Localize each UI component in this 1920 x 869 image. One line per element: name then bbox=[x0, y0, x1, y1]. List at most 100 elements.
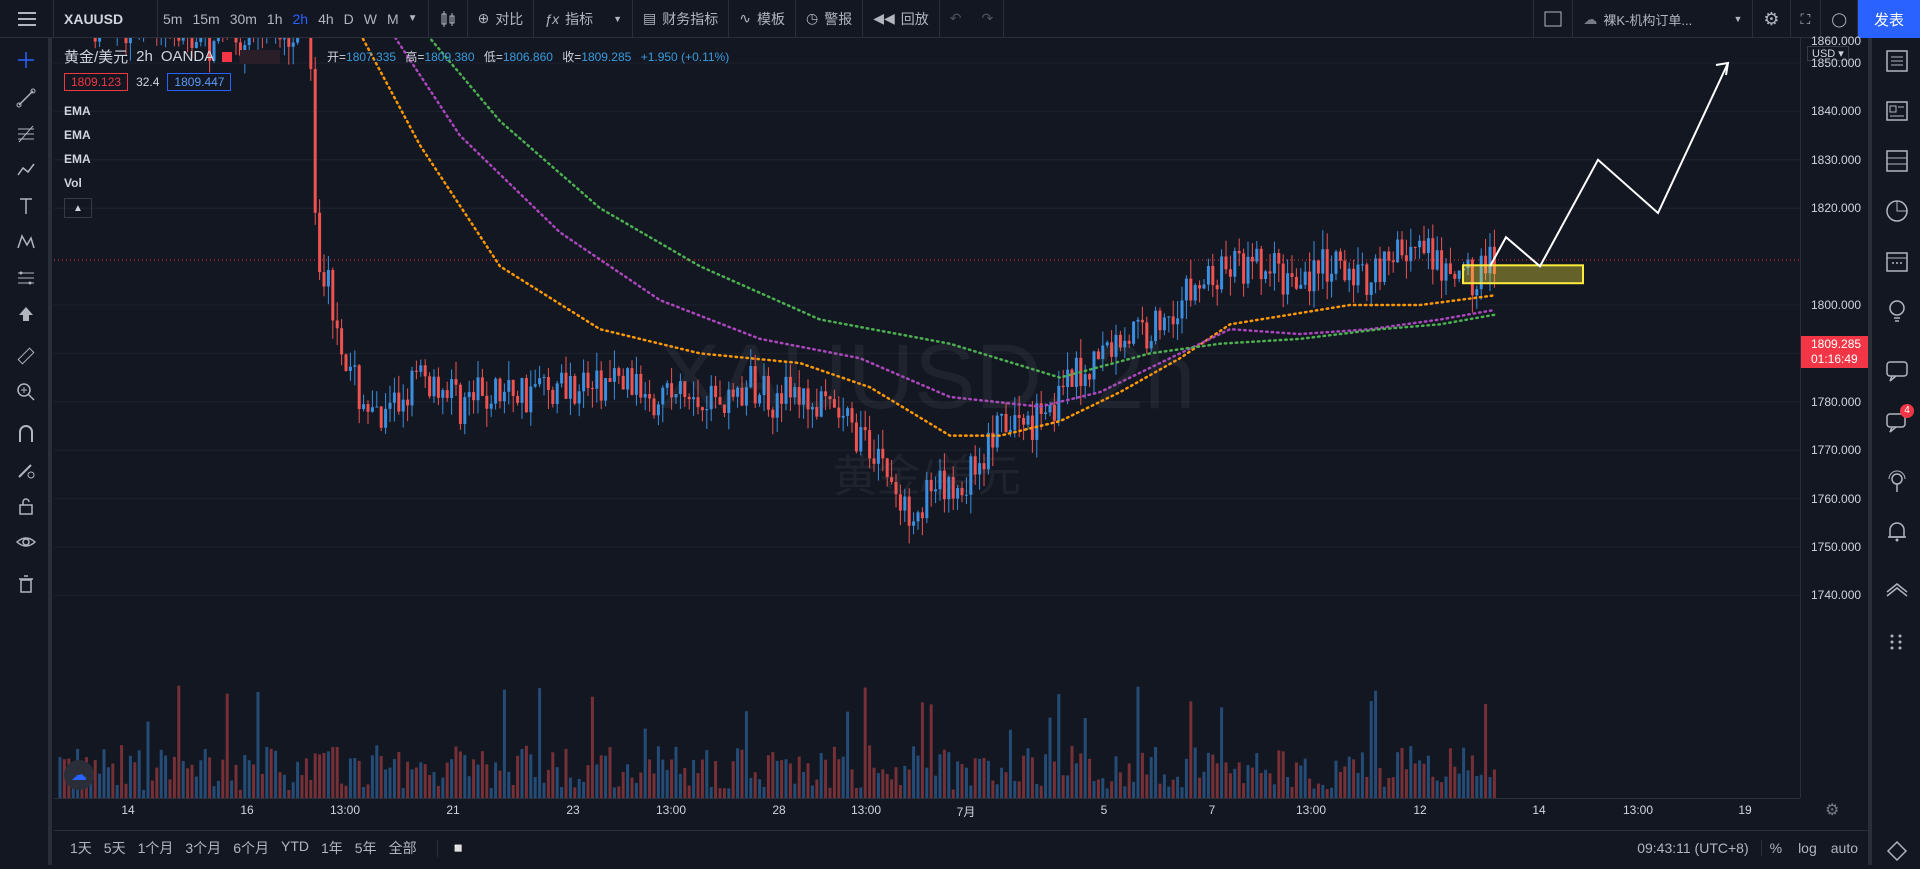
streams-icon[interactable] bbox=[1884, 468, 1914, 498]
ruler-icon[interactable] bbox=[12, 342, 40, 370]
volume-bar bbox=[573, 787, 577, 798]
range-button[interactable]: 5天 bbox=[103, 840, 126, 856]
chart-legend: 黄金/美元 2h OANDA 1809.123 32.4 1809.447 bbox=[64, 46, 281, 91]
zoom-in-icon[interactable] bbox=[12, 378, 40, 406]
candle-body bbox=[916, 512, 920, 522]
range-button[interactable]: 全部 bbox=[388, 840, 417, 856]
menu-icon[interactable] bbox=[0, 0, 54, 38]
symbol-search[interactable]: XAUUSD bbox=[54, 0, 158, 38]
financials-button[interactable]: ▤ 财务指标 bbox=[633, 0, 730, 38]
indicators-button[interactable]: ƒx 指标 ▼ bbox=[534, 0, 634, 38]
candle-body bbox=[788, 376, 792, 398]
range-button[interactable]: YTD bbox=[280, 838, 309, 854]
volume-bar bbox=[291, 782, 295, 798]
hotlist-icon[interactable] bbox=[1884, 198, 1914, 228]
ideas-icon[interactable] bbox=[1884, 298, 1914, 328]
interval-m[interactable]: M bbox=[387, 10, 399, 27]
redo-button[interactable]: ↷ bbox=[972, 0, 1005, 38]
interval-2h[interactable]: 2h bbox=[292, 10, 309, 27]
replay-button[interactable]: ◀◀ 回放 bbox=[863, 0, 940, 38]
trend-line-icon[interactable] bbox=[12, 84, 40, 112]
watchlist-icon[interactable] bbox=[1884, 48, 1914, 78]
layout-button[interactable] bbox=[1533, 0, 1574, 38]
interval-w[interactable]: W bbox=[363, 10, 377, 27]
interval-30m[interactable]: 30m bbox=[229, 10, 257, 27]
range-button[interactable]: 1个月 bbox=[137, 840, 174, 856]
undo-button[interactable]: ↶ bbox=[940, 0, 972, 38]
settings-button[interactable]: ⚙ bbox=[1753, 0, 1791, 38]
chevron-down-icon[interactable]: ▼ bbox=[407, 13, 418, 24]
magnet-icon[interactable] bbox=[12, 420, 40, 448]
price-axis[interactable]: 1860.000 USD ▾ 1850.000 1840.000 1830.000 1… bbox=[1800, 34, 1869, 798]
range-button[interactable]: 5年 bbox=[354, 840, 377, 856]
indicator-ema-3[interactable]: EMA bbox=[64, 152, 91, 166]
cloud-logo-icon[interactable]: ☁ bbox=[64, 760, 94, 790]
lock-icon[interactable] bbox=[12, 492, 40, 520]
volume-bar bbox=[150, 780, 154, 798]
interval-15m[interactable]: 15m bbox=[192, 10, 220, 27]
candle-body bbox=[1198, 285, 1202, 289]
percent-toggle[interactable]: % bbox=[1760, 840, 1790, 856]
interval-1h[interactable]: 1h bbox=[266, 10, 283, 27]
chart-settings-gear-icon[interactable]: ⚙ bbox=[1825, 802, 1840, 819]
candle-body bbox=[538, 378, 542, 385]
currency-selector[interactable]: USD ▾ bbox=[1807, 46, 1849, 61]
volume-bar bbox=[1431, 776, 1435, 798]
alert-button[interactable]: ◷ 警报 bbox=[796, 0, 864, 38]
goto-date-icon[interactable]: ◽ bbox=[436, 839, 467, 857]
compare-button[interactable]: ⊕ 对比 bbox=[468, 0, 535, 38]
collapse-legend-button[interactable]: ▲ bbox=[64, 198, 92, 218]
candle-body bbox=[1184, 278, 1188, 301]
candle-body bbox=[520, 378, 524, 403]
templates-button[interactable]: ∿ 模板 bbox=[729, 0, 796, 38]
auto-toggle[interactable]: auto bbox=[1830, 840, 1858, 856]
calendar-icon[interactable] bbox=[1884, 248, 1914, 278]
trash-icon[interactable] bbox=[12, 570, 40, 598]
interval-d[interactable]: D bbox=[343, 10, 354, 27]
time-axis[interactable]: 14 16 13:00 21 23 13:00 28 13:00 7月 5 7 13:00 12 14 13… bbox=[54, 798, 1800, 822]
arrow-up-icon[interactable] bbox=[12, 300, 40, 328]
notifications-icon[interactable]: 4 bbox=[1884, 404, 1914, 438]
volume-bar bbox=[564, 748, 568, 798]
chart-type-button[interactable] bbox=[429, 0, 468, 38]
legend-title-row[interactable]: 黄金/美元 2h OANDA bbox=[64, 46, 281, 67]
pattern-icon[interactable] bbox=[12, 156, 40, 184]
alerts-bell-icon[interactable] bbox=[1884, 518, 1914, 548]
volume-bar bbox=[274, 750, 278, 798]
candle-body bbox=[907, 496, 911, 526]
news-icon[interactable] bbox=[1884, 98, 1914, 128]
data-window-icon[interactable] bbox=[1884, 148, 1914, 178]
diamond-icon[interactable] bbox=[1884, 838, 1914, 868]
range-button[interactable]: 1年 bbox=[320, 840, 343, 856]
range-button[interactable]: 1天 bbox=[70, 840, 92, 856]
publish-button[interactable]: 发表 bbox=[1858, 0, 1920, 38]
measure-lines-icon[interactable] bbox=[12, 264, 40, 292]
fullscreen-button[interactable]: ⛶ bbox=[1791, 0, 1822, 38]
chat-icon[interactable] bbox=[1884, 358, 1914, 388]
interval-5m[interactable]: 5m bbox=[163, 10, 183, 27]
log-toggle[interactable]: log bbox=[1798, 840, 1817, 856]
indicator-ema-1[interactable]: EMA bbox=[64, 104, 91, 118]
price-chart[interactable] bbox=[54, 38, 1800, 798]
ask-price[interactable]: 1809.447 bbox=[167, 73, 232, 91]
range-button[interactable]: 3个月 bbox=[185, 840, 222, 856]
bid-price[interactable]: 1809.123 bbox=[64, 73, 129, 91]
fib-retracement-icon[interactable] bbox=[12, 120, 40, 148]
chevron-up-icon[interactable] bbox=[1884, 578, 1914, 608]
clock-time[interactable]: 09:43:11 (UTC+8) bbox=[1637, 840, 1749, 856]
indicator-ema-2[interactable]: EMA bbox=[64, 128, 91, 142]
candle-body bbox=[775, 393, 779, 418]
text-tool-icon[interactable] bbox=[12, 192, 40, 220]
volume-bar bbox=[903, 765, 907, 798]
volume-bar bbox=[1360, 752, 1364, 798]
range-button[interactable]: 6个月 bbox=[233, 840, 269, 856]
snapshot-button[interactable]: ◯ bbox=[1821, 0, 1858, 38]
eye-icon[interactable] bbox=[12, 528, 40, 556]
indicator-vol[interactable]: Vol bbox=[64, 176, 82, 190]
layout-name-button[interactable]: ☁ 裸K-机构订单... ▼ bbox=[1573, 0, 1754, 38]
crosshair-icon[interactable] bbox=[12, 46, 40, 74]
interval-4h[interactable]: 4h bbox=[318, 10, 334, 27]
xabcd-pattern-icon[interactable] bbox=[12, 228, 40, 256]
drag-handle-icon[interactable] bbox=[1884, 628, 1914, 658]
pencil-lock-icon[interactable] bbox=[12, 456, 40, 484]
